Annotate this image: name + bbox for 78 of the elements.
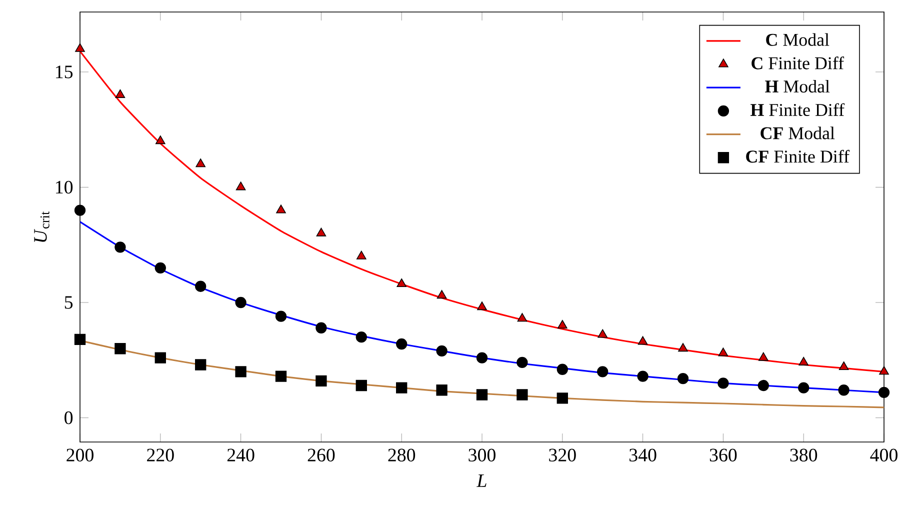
x-tick-label: 240	[227, 448, 254, 462]
x-tick-label: 400	[870, 448, 898, 462]
legend-label: H Modal	[765, 80, 830, 93]
point	[436, 290, 447, 299]
point	[195, 359, 206, 370]
point	[75, 43, 85, 52]
x-tick-label: 340	[630, 448, 656, 462]
y-tick-label: 15	[56, 66, 73, 78]
point	[878, 386, 890, 398]
point	[356, 380, 367, 392]
x-tick-label: 200	[66, 448, 94, 462]
point	[235, 296, 246, 308]
y-tick-label: 0	[64, 411, 73, 424]
x-tick-label: 260	[308, 448, 335, 462]
point	[476, 389, 488, 400]
point	[276, 204, 286, 214]
legend-label: CF Finite Diff	[746, 150, 850, 163]
legend-label: C Finite Diff	[752, 56, 844, 70]
point	[556, 392, 568, 404]
point	[879, 366, 889, 375]
point	[638, 336, 648, 345]
point	[677, 373, 689, 384]
point	[718, 378, 729, 389]
point	[196, 158, 206, 168]
point	[678, 343, 688, 352]
point	[396, 382, 408, 394]
point	[316, 228, 326, 236]
point	[235, 366, 246, 378]
point	[556, 364, 568, 375]
point	[597, 366, 608, 378]
legend-label: H Finite Diff	[750, 103, 845, 116]
point	[396, 278, 406, 288]
point	[396, 338, 408, 350]
y-axis-title: U$_{crit}$	[34, 211, 50, 242]
point	[115, 89, 126, 98]
point	[798, 382, 810, 394]
legend-label: CF Modal	[760, 126, 835, 140]
point	[154, 262, 166, 274]
x-tick-label: 300	[468, 448, 496, 462]
point	[275, 310, 287, 322]
point	[558, 320, 568, 329]
point	[516, 356, 528, 368]
point	[74, 334, 86, 345]
point	[758, 352, 768, 361]
point	[477, 302, 487, 310]
point	[316, 375, 327, 386]
point	[758, 380, 769, 392]
point	[798, 356, 808, 366]
x-tick-label: 280	[388, 448, 416, 462]
point	[114, 343, 126, 354]
x-tick-label: 320	[549, 448, 576, 462]
y-tick-label: 5	[64, 296, 73, 309]
point	[517, 313, 528, 322]
x-tick-label: 360	[710, 448, 737, 462]
point	[838, 384, 850, 396]
point	[275, 370, 287, 382]
point	[838, 361, 849, 370]
x-axis-title: L	[476, 474, 486, 487]
point	[74, 204, 86, 216]
point	[516, 389, 528, 400]
point	[436, 345, 448, 357]
point	[156, 136, 166, 144]
y-tick-label: 10	[56, 180, 73, 194]
point	[476, 352, 488, 364]
point	[316, 322, 327, 334]
point	[236, 182, 246, 190]
point	[356, 250, 366, 260]
point	[436, 384, 448, 396]
x-tick-label: 380	[790, 448, 818, 462]
point	[637, 370, 648, 382]
point	[356, 332, 367, 343]
point	[718, 348, 728, 356]
x-tick-label: 220	[147, 448, 174, 462]
point	[154, 352, 166, 364]
point	[195, 280, 206, 292]
point	[114, 242, 126, 253]
legend-label: C Modal	[766, 33, 830, 46]
point	[598, 329, 608, 338]
